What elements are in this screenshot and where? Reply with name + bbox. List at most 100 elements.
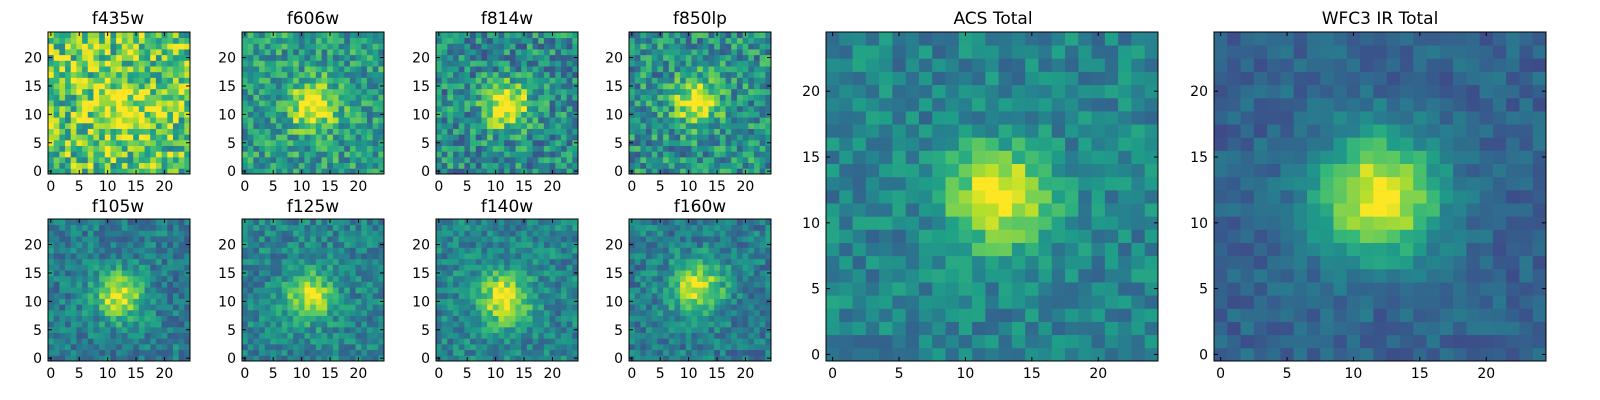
heatmap-cell — [247, 77, 254, 84]
heatmap-cell — [447, 304, 454, 311]
heatmap-cell — [663, 88, 670, 95]
heatmap-cell — [663, 139, 670, 146]
heatmap-cell — [447, 224, 454, 231]
heatmap-cell — [640, 105, 647, 112]
heatmap-cell — [372, 145, 379, 152]
heatmap-cell — [138, 54, 145, 61]
heatmap-cell — [310, 111, 317, 118]
heatmap-cell — [657, 105, 664, 112]
heatmap-cell — [167, 54, 174, 61]
heatmap-cell — [702, 270, 709, 277]
heatmap-cell — [759, 298, 766, 305]
heatmap-cell — [259, 139, 266, 146]
heatmap-cell — [532, 54, 539, 61]
heatmap-cell — [719, 105, 726, 112]
heatmap-cell — [321, 224, 328, 231]
heatmap-cell — [549, 100, 556, 107]
heatmap-cell — [549, 145, 556, 152]
heatmap-cell — [53, 162, 60, 169]
heatmap-cell — [310, 326, 317, 333]
heatmap-cell — [555, 145, 562, 152]
heatmap-cell — [481, 230, 488, 237]
heatmap-cell — [276, 151, 283, 158]
heatmap-cell — [327, 287, 334, 294]
heatmap-cell — [372, 349, 379, 356]
heatmap-cell — [447, 355, 454, 362]
heatmap-cell — [731, 168, 738, 175]
heatmap-cell — [281, 253, 288, 260]
heatmap-cell — [509, 168, 516, 175]
heatmap-cell — [110, 292, 117, 299]
heatmap-cell — [349, 156, 356, 164]
heatmap-cell — [560, 270, 568, 277]
heatmap-cell — [453, 230, 460, 237]
heatmap-cell — [436, 77, 443, 84]
heatmap-cell — [487, 287, 494, 294]
heatmap-cell — [133, 122, 140, 129]
heatmap-cell — [59, 88, 66, 95]
heatmap-cell — [521, 264, 528, 271]
heatmap-cell — [731, 134, 738, 141]
heatmap-cell — [464, 241, 471, 248]
heatmap-cell — [150, 71, 157, 78]
heatmap-cell — [765, 71, 772, 78]
heatmap-cell — [742, 100, 749, 107]
heatmap-cell — [110, 60, 117, 67]
heatmap-cell — [76, 332, 83, 339]
heatmap-cell — [133, 37, 140, 44]
plot-frame — [47, 218, 191, 362]
heatmap-cell — [697, 156, 704, 164]
heatmap-cell — [150, 309, 157, 316]
heatmap-cell — [93, 145, 100, 152]
heatmap-cell — [447, 94, 454, 101]
heatmap-cell — [247, 83, 254, 90]
heatmap-cell — [555, 83, 562, 90]
heatmap-cell — [247, 281, 254, 288]
heatmap-cell — [697, 168, 704, 175]
heatmap-cell — [298, 264, 305, 271]
heatmap-cell — [116, 332, 123, 339]
heatmap-cell — [344, 224, 351, 231]
heatmap-cell — [344, 264, 351, 271]
heatmap-cell — [87, 241, 94, 248]
heatmap-cell — [121, 88, 128, 95]
heatmap-cell — [651, 304, 658, 311]
heatmap-cell — [663, 117, 670, 124]
heatmap-cell — [264, 71, 271, 78]
heatmap-cell — [572, 247, 579, 254]
heatmap-cell — [150, 122, 157, 129]
heatmap-cell — [270, 88, 277, 95]
heatmap-cell — [327, 258, 334, 265]
heatmap-cell — [361, 224, 368, 231]
heatmap-cell — [691, 326, 698, 333]
heatmap-cell — [150, 83, 157, 90]
heatmap-cell — [731, 71, 738, 78]
heatmap-cell — [697, 66, 704, 73]
heatmap-cell — [349, 332, 356, 339]
heatmap-cell — [259, 94, 266, 101]
heatmap-cell — [714, 128, 721, 135]
heatmap-cell — [338, 230, 345, 237]
y-tick-label: 0 — [421, 164, 430, 180]
heatmap-cell — [464, 224, 471, 231]
heatmap-cell — [646, 162, 653, 169]
heatmap-cell — [338, 43, 345, 50]
heatmap-cell — [87, 281, 94, 288]
heatmap-cell — [287, 253, 294, 260]
heatmap-cell — [566, 321, 573, 328]
heatmap-cell — [253, 134, 260, 141]
heatmap-cell — [150, 66, 157, 73]
heatmap-cell — [759, 309, 766, 316]
heatmap-cell — [498, 83, 505, 90]
heatmap-cell — [116, 241, 123, 248]
heatmap-cell — [321, 292, 328, 299]
heatmap-cell — [674, 100, 681, 107]
heatmap-cell — [504, 66, 511, 73]
heatmap-cell — [87, 258, 94, 265]
heatmap-cell — [138, 326, 145, 333]
heatmap-cell — [332, 304, 339, 311]
heatmap-cell — [104, 156, 111, 164]
heatmap-cell — [372, 236, 379, 243]
heatmap-cell — [327, 332, 334, 339]
heatmap-cell — [663, 71, 670, 78]
